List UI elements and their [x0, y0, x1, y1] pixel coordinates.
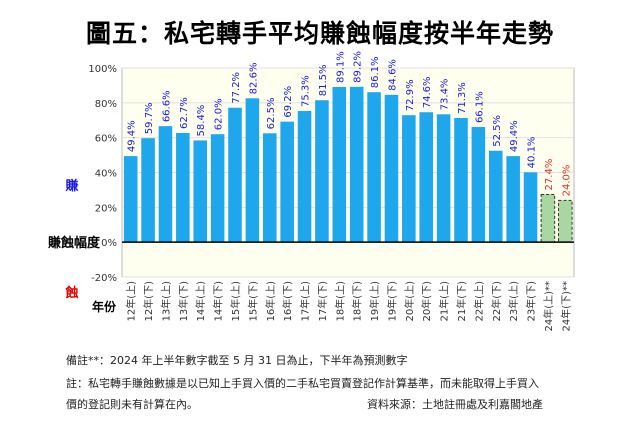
y-tick-label: 40% [95, 169, 117, 180]
bar [471, 127, 486, 243]
note-line-2: 註：私宅轉手賺蝕數據是以已知上手買入價的二手私宅買賣登記作計算基準，而未能取得上… [66, 377, 539, 390]
bar-value-label: 62.0% [214, 98, 225, 130]
bar [332, 86, 347, 243]
bar-value-label: 59.7% [144, 102, 155, 134]
bar [349, 86, 364, 243]
bar-value-label: 27.4% [544, 159, 555, 191]
x-tick-label: 16年(上) [264, 281, 277, 322]
x-tick-label: 17年(上) [299, 281, 312, 322]
bar-projected [540, 193, 556, 243]
bar-value-label: 69.2% [283, 86, 294, 118]
bars [123, 86, 573, 243]
bar [245, 98, 260, 243]
bar [262, 133, 277, 243]
y-tick-label: -20% [91, 273, 117, 284]
bar-value-label: 74.6% [422, 76, 433, 108]
bar-value-label: 52.5% [492, 115, 503, 147]
x-tick-label: 14年(上) [194, 281, 207, 322]
bar [176, 132, 190, 243]
x-tick-label: 14年(下) [212, 281, 225, 322]
x-tick-label: 24年(上)** [542, 281, 555, 332]
bar [384, 94, 399, 243]
x-tick-label: 23年(下) [525, 281, 538, 322]
bar [367, 92, 381, 243]
y-tick-label: 60% [95, 134, 117, 145]
source-note: 資料來源：土地註冊處及利嘉閣地產 [367, 398, 543, 411]
x-tick-label: 21年(上) [438, 281, 451, 322]
x-tick-label: 23年(上) [507, 281, 520, 322]
bar-value-label: 66.1% [474, 91, 485, 123]
ylabel-bottom: 蝕 [64, 285, 78, 301]
y-tick-label: 80% [95, 99, 117, 110]
bar [315, 100, 329, 243]
bar [123, 156, 138, 243]
bar-chart: 49.4% 59.7% 66.6% 62.7% 58.4% 62.0% 77.2% 82.6%… [48, 51, 575, 332]
bar-value-label: 84.6% [387, 59, 398, 91]
bar [141, 138, 155, 243]
bar-value-label: 73.4% [440, 79, 451, 111]
x-tick-label: 12年(下) [142, 281, 155, 322]
bar [228, 107, 242, 243]
x-tick-label: 19年(下) [385, 281, 398, 322]
bar [436, 114, 451, 243]
bar [402, 115, 416, 243]
bar [193, 140, 208, 243]
bar-value-label: 81.5% [318, 64, 329, 96]
note-line-1: 備註**：2024 年上半年數字截至 5 月 31 日為止，下半年為預測數字 [66, 354, 408, 367]
x-tick-label: 15年(上) [229, 281, 242, 322]
bar [454, 117, 468, 243]
x-tick-label: 20年(上) [403, 281, 416, 322]
x-tick-label: 19年(上) [368, 281, 381, 322]
note-line-3: 價的登記則未有計算在內。 [66, 398, 198, 411]
bar-value-label: 72.9% [405, 79, 416, 111]
bar-value-label: 49.4% [127, 120, 138, 152]
bar-value-label: 86.1% [370, 56, 381, 88]
x-tick-label: 17年(下) [316, 281, 329, 322]
bar-value-label: 62.5% [266, 98, 277, 130]
bar [158, 126, 173, 243]
x-tick-label: 18年(下) [351, 281, 364, 322]
y-tick-label: 100% [88, 64, 117, 75]
ylabel-top: 賺 [65, 178, 78, 194]
bar-value-label: 62.7% [179, 97, 190, 129]
bar-value-label: 71.3% [457, 82, 468, 114]
bar [280, 121, 294, 243]
x-tick-label: 16年(下) [281, 281, 294, 322]
bar [419, 112, 434, 243]
bar-value-label: 89.2% [353, 51, 364, 83]
x-tick-labels: 12年(上) 12年(下) 13年(上) 13年(下) 14年(上) 14年(下) 15年(… [125, 281, 573, 332]
x-tick-label: 15年(下) [246, 281, 259, 322]
bar-labels: 49.4% 59.7% 66.6% 62.7% 58.4% 62.0% 77.2% 82.6%… [127, 51, 573, 196]
y-tick-label: 20% [95, 203, 117, 214]
ylabel-mid: 賺蝕幅度 [48, 235, 101, 251]
bar-value-label: 89.1% [335, 51, 346, 83]
bar-projected [558, 199, 573, 243]
bar-value-label: 82.6% [248, 63, 259, 95]
x-tick-label: 22年(上) [472, 281, 485, 322]
bar [523, 172, 538, 243]
x-tick-label: 22年(下) [490, 281, 503, 322]
bar-value-label: 75.3% [301, 75, 312, 107]
bar [506, 156, 520, 243]
x-tick-label: 18年(上) [333, 281, 346, 322]
bar-value-label: 58.4% [196, 105, 207, 137]
xlabel: 年份 [92, 299, 117, 314]
bar [488, 150, 503, 243]
bar-value-label: 49.4% [509, 120, 520, 152]
bar [210, 134, 225, 243]
x-tick-label: 21年(下) [455, 281, 468, 322]
bar-value-label: 66.6% [161, 90, 172, 122]
x-tick-label: 24年(下)** [559, 281, 572, 332]
y-tick-label: 0% [101, 238, 117, 249]
bar-value-label: 77.2% [231, 72, 242, 104]
x-tick-label: 20年(下) [420, 281, 433, 322]
x-tick-label: 12年(上) [125, 281, 138, 322]
bar-value-label: 40.1% [527, 137, 538, 169]
chart-title: 圖五：私宅轉手平均賺蝕幅度按半年走勢 [85, 19, 554, 48]
y-tick-labels: 100% 80% 60% 40% 20% 0% -20% [88, 64, 117, 284]
bar [297, 111, 312, 243]
bar-value-label: 24.0% [561, 165, 572, 197]
x-tick-label: 13年(下) [177, 281, 190, 322]
x-tick-label: 13年(上) [159, 281, 172, 322]
